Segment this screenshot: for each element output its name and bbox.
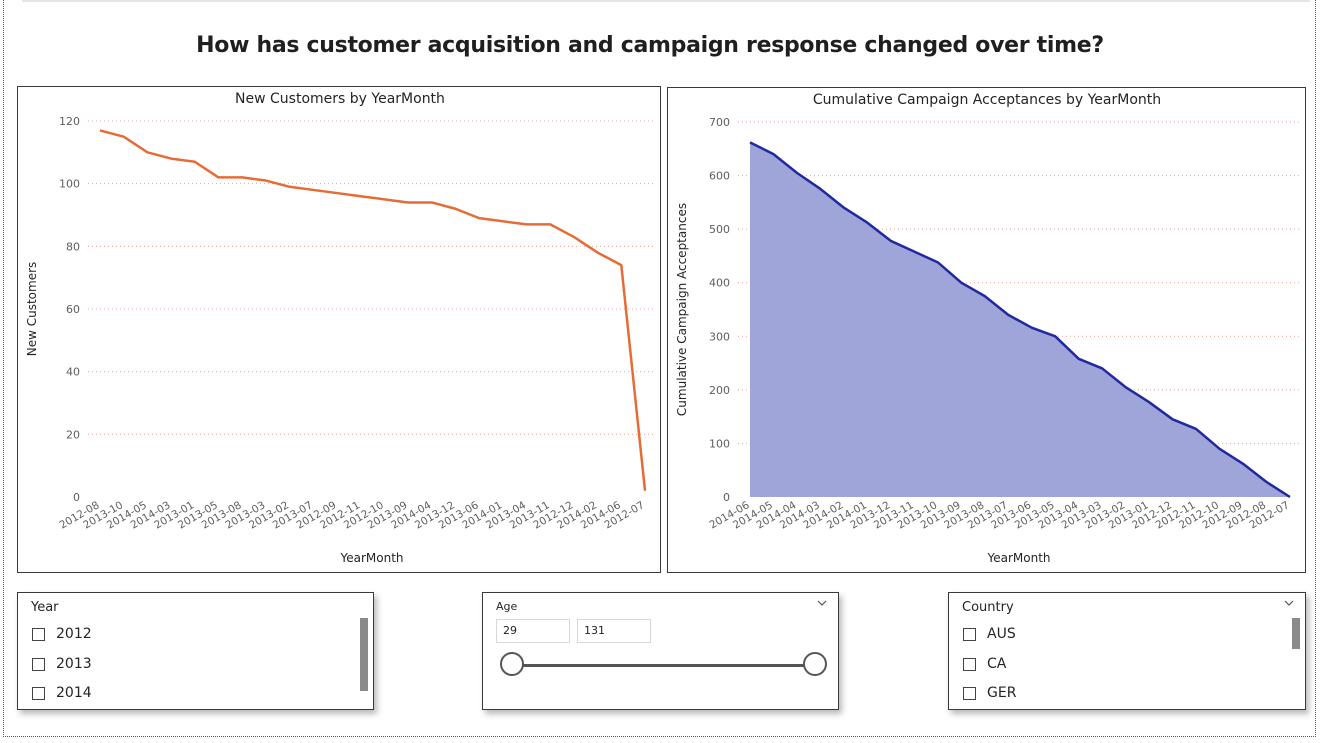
country-option-aus[interactable]: AUS — [963, 623, 1016, 645]
top-divider — [22, 0, 1310, 2]
report-canvas-border — [3, 0, 1316, 737]
country-option-label: GER — [987, 685, 1017, 701]
country-option-label: AUS — [987, 626, 1016, 642]
campaign-acceptances-chart-svg: Cumulative Campaign Acceptances by YearM… — [675, 92, 1300, 565]
chevron-down-icon[interactable] — [816, 597, 828, 609]
age-max-input[interactable]: 131 — [577, 619, 651, 643]
y-tick-label: 0 — [723, 491, 730, 504]
y-tick-label: 20 — [66, 428, 80, 441]
y-axis-label: Cumulative Campaign Acceptances — [675, 203, 689, 416]
y-tick-label: 300 — [709, 330, 730, 343]
year-option-2014[interactable]: 2014 — [32, 682, 92, 704]
country-option-label: CA — [987, 656, 1007, 672]
y-tick-label: 120 — [59, 115, 80, 128]
area-fill — [750, 142, 1290, 497]
y-tick-label: 500 — [709, 223, 730, 236]
checkbox[interactable] — [32, 686, 45, 700]
checkbox[interactable] — [32, 657, 45, 671]
checkbox[interactable] — [963, 657, 976, 671]
country-slicer-scrollbar[interactable] — [1292, 618, 1300, 649]
age-slicer[interactable]: Age 29 131 — [482, 592, 839, 710]
y-tick-label: 60 — [66, 303, 80, 316]
country-option-ca[interactable]: CA — [963, 653, 1006, 675]
year-slicer-scrollbar[interactable] — [360, 618, 368, 691]
country-option-ger[interactable]: GER — [963, 682, 1016, 704]
checkbox[interactable] — [32, 627, 45, 641]
y-axis-label: New Customers — [25, 262, 39, 357]
new-customers-chart-svg: New Customers by YearMonth 0 20 40 60 80 100 12… — [25, 91, 656, 565]
country-slicer-header: Country — [962, 600, 1014, 615]
chevron-down-icon[interactable] — [1283, 597, 1295, 609]
y-tick-label: 400 — [709, 277, 730, 290]
y-tick-label: 700 — [709, 116, 730, 129]
checkbox[interactable] — [963, 686, 976, 700]
chart-title: New Customers by YearMonth — [235, 91, 445, 107]
new-customers-chart[interactable]: New Customers by YearMonth 0 20 40 60 80 100 12… — [17, 86, 661, 573]
year-option-label: 2013 — [56, 656, 92, 672]
y-tick-label: 40 — [66, 366, 80, 379]
age-slicer-header: Age — [496, 600, 518, 613]
chart-title: Cumulative Campaign Acceptances by YearM… — [813, 92, 1161, 108]
report-title: How has customer acquisition and campaig… — [196, 33, 1104, 58]
year-option-label: 2014 — [56, 685, 92, 701]
y-tick-label: 80 — [66, 240, 80, 253]
year-slicer[interactable]: Year 2012 2013 2014 — [17, 592, 374, 710]
country-slicer[interactable]: Country AUS CA GER — [948, 592, 1306, 710]
y-tick-label: 0 — [73, 491, 80, 504]
age-min-input[interactable]: 29 — [496, 619, 570, 643]
age-slider-min-handle[interactable] — [500, 652, 524, 676]
y-tick-label: 100 — [59, 178, 80, 191]
age-slider-track[interactable] — [511, 664, 816, 667]
y-tick-label: 100 — [709, 437, 730, 450]
y-tick-label: 200 — [709, 384, 730, 397]
year-option-2013[interactable]: 2013 — [32, 653, 92, 675]
checkbox[interactable] — [963, 627, 976, 641]
y-tick-label: 600 — [709, 170, 730, 183]
x-axis-label: YearMonth — [986, 551, 1050, 565]
age-slider-max-handle[interactable] — [803, 652, 827, 676]
x-axis-label: YearMonth — [339, 551, 403, 565]
series-line — [99, 129, 647, 491]
year-option-2012[interactable]: 2012 — [32, 623, 92, 645]
campaign-acceptances-chart[interactable]: Cumulative Campaign Acceptances by YearM… — [667, 87, 1306, 573]
series-line — [749, 141, 1291, 499]
year-slicer-header: Year — [31, 600, 59, 615]
year-option-label: 2012 — [56, 626, 92, 642]
